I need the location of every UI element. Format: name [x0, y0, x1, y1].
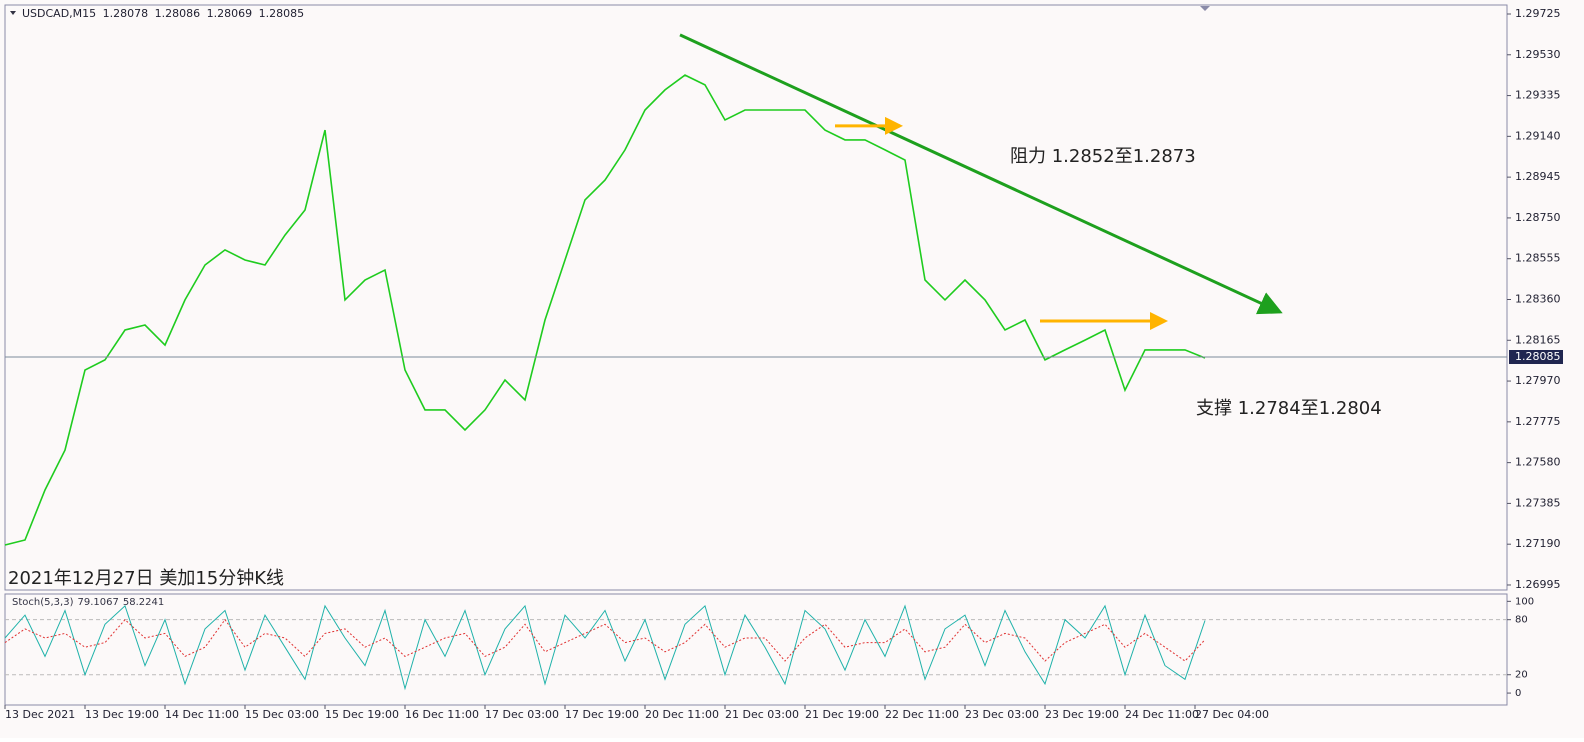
low: 1.28069: [207, 7, 253, 20]
x-tick-label: 21 Dec 03:00: [725, 708, 799, 721]
y-tick-label: 1.28165: [1515, 333, 1561, 346]
x-tick-label: 15 Dec 03:00: [245, 708, 319, 721]
resistance-note: 阻力 1.2852至1.2873: [1010, 146, 1196, 167]
y-tick-label: 80: [1515, 615, 1528, 626]
y-tick-label: 20: [1515, 670, 1528, 681]
y-tick-label: 1.26995: [1515, 578, 1561, 591]
open: 1.28078: [103, 7, 149, 20]
y-tick-label: 1.29725: [1515, 7, 1561, 20]
stoch-line: [4, 604, 1206, 691]
stoch-line: [4, 618, 1206, 662]
price-panel: [4, 4, 1508, 591]
x-tick-label: 16 Dec 11:00: [405, 708, 479, 721]
symbol: USDCAD,M15: [22, 7, 96, 20]
y-tick-label: 1.28360: [1515, 292, 1561, 305]
y-tick-label: 1.27970: [1515, 374, 1561, 387]
y-tick-label: 1.29530: [1515, 48, 1561, 61]
x-tick-label: 22 Dec 11:00: [885, 708, 959, 721]
y-tick-label: 1.28750: [1515, 211, 1561, 224]
x-tick-label: 13 Dec 19:00: [85, 708, 159, 721]
price-line: [4, 74, 1206, 546]
y-tick-label: 1.27385: [1515, 496, 1561, 509]
x-tick-label: 24 Dec 11:00: [1125, 708, 1199, 721]
y-tick-label: 1.27580: [1515, 456, 1561, 469]
high: 1.28086: [155, 7, 201, 20]
x-tick-label: 20 Dec 11:00: [645, 708, 719, 721]
stoch-header: Stoch(5,3,3) 79.1067 58.2241: [12, 597, 164, 608]
stoch-panel: [4, 593, 1508, 706]
symbol-header: USDCAD,M15 1.28078 1.28086 1.28069 1.280…: [22, 7, 304, 20]
y-tick-label: 1.29335: [1515, 89, 1561, 102]
x-tick-label: 14 Dec 11:00: [165, 708, 239, 721]
x-tick-label: 17 Dec 03:00: [485, 708, 559, 721]
stoch-value: 58.2241: [123, 597, 164, 608]
close: 1.28085: [259, 7, 305, 20]
shift-marker: [1200, 6, 1210, 11]
x-tick-label: 13 Dec 2021: [5, 708, 75, 721]
current-price-label: 1.28085: [1515, 350, 1561, 363]
y-tick-label: 1.27775: [1515, 415, 1561, 428]
y-tick-label: 1.29140: [1515, 129, 1561, 142]
x-tick-label: 17 Dec 19:00: [565, 708, 639, 721]
x-tick-label: 21 Dec 19:00: [805, 708, 879, 721]
menu-icon[interactable]: [10, 11, 16, 15]
y-tick-label: 100: [1515, 596, 1534, 607]
y-tick-label: 0: [1515, 688, 1521, 699]
y-tick-label: 1.28945: [1515, 170, 1561, 183]
x-tick-label: 23 Dec 03:00: [965, 708, 1039, 721]
support-note: 支撑 1.2784至1.2804: [1196, 398, 1382, 419]
caption: 2021年12月27日 美加15分钟K线: [8, 568, 284, 589]
trend-line: [679, 33, 1283, 315]
current-price-box: [1509, 350, 1563, 365]
y-tick-label: 1.27190: [1515, 537, 1561, 550]
stoch-value: 79.1067: [77, 597, 118, 608]
y-tick-label: 1.28555: [1515, 252, 1561, 265]
stoch-name: Stoch(5,3,3): [12, 597, 74, 608]
x-tick-label: 27 Dec 04:00: [1195, 708, 1269, 721]
x-tick-label: 23 Dec 19:00: [1045, 708, 1119, 721]
x-tick-label: 15 Dec 19:00: [325, 708, 399, 721]
